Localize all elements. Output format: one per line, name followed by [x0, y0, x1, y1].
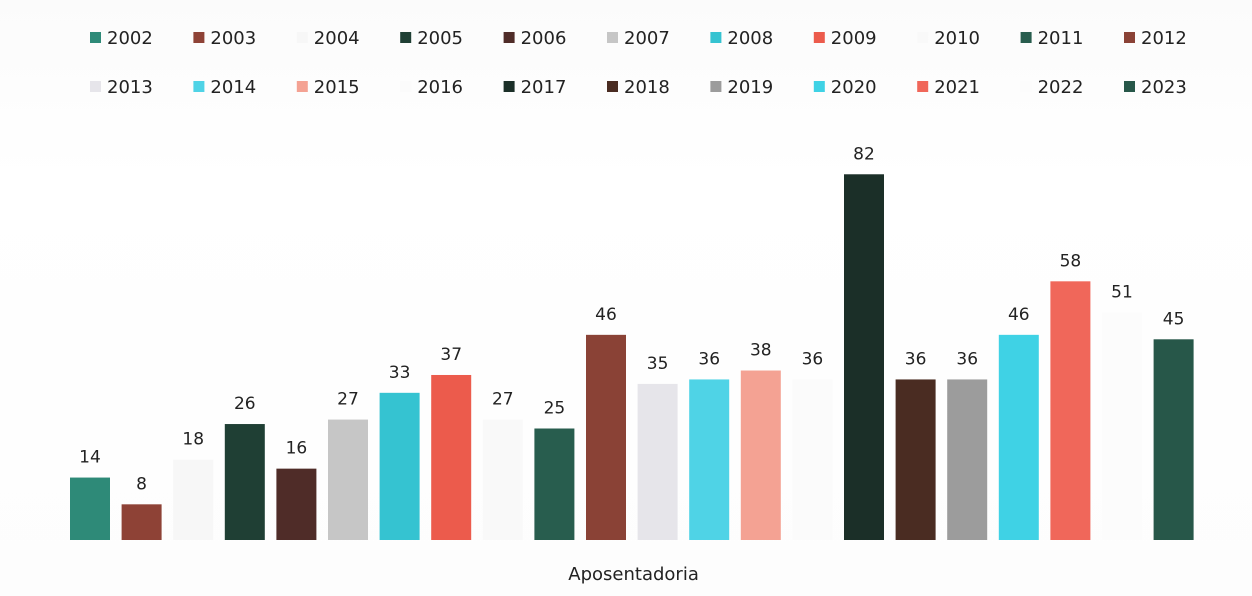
legend-swatch-2019: [710, 81, 722, 92]
legend-swatch-2005: [400, 32, 412, 43]
data-label-2011: 25: [544, 399, 566, 419]
bar-2010: [482, 419, 523, 540]
data-label-2019: 36: [956, 349, 978, 369]
legend-label-2007: 2007: [624, 28, 670, 49]
legend-label-2008: 2008: [727, 28, 773, 49]
bar-2004: [173, 459, 214, 540]
legend-swatch-2022: [1020, 81, 1032, 92]
legend-swatch-2006: [503, 32, 515, 43]
legend-swatch-2015: [296, 81, 308, 92]
bar-2006: [276, 468, 317, 540]
bar-2002: [70, 477, 110, 540]
legend-swatch-2017: [503, 81, 515, 92]
legend-label-2006: 2006: [521, 28, 567, 49]
legend-swatch-2016: [400, 81, 412, 92]
legend-label-2002: 2002: [107, 28, 153, 49]
data-label-2002: 14: [79, 448, 101, 468]
data-label-2008: 33: [389, 363, 411, 383]
data-label-2010: 27: [492, 390, 514, 410]
data-label-2023: 45: [1163, 309, 1185, 329]
legend-label-2003: 2003: [210, 28, 256, 49]
bar-2022: [1102, 312, 1142, 540]
legend-swatch-2003: [193, 32, 205, 43]
data-label-2007: 27: [337, 390, 359, 410]
legend-swatch-2021: [917, 81, 929, 92]
legend-swatch-2007: [607, 32, 618, 43]
legend-label-2017: 2017: [521, 77, 567, 98]
data-label-2009: 37: [440, 345, 462, 365]
bar-2016: [792, 379, 833, 540]
legend-label-2021: 2021: [934, 77, 980, 98]
legend-swatch-2002: [90, 32, 101, 43]
legend-label-2022: 2022: [1038, 77, 1084, 98]
bar-2019: [947, 379, 988, 540]
legend-label-2011: 2011: [1038, 28, 1084, 49]
bar-2013: [637, 383, 678, 540]
legend-label-2020: 2020: [831, 77, 877, 98]
x-category-label: Aposentadoria: [568, 564, 699, 585]
data-label-2004: 18: [182, 430, 204, 450]
bar-2005: [224, 424, 265, 540]
bar-2017: [844, 174, 884, 540]
data-label-2003: 8: [136, 474, 147, 494]
legend-label-2018: 2018: [624, 77, 670, 98]
legend-swatch-2018: [607, 81, 618, 92]
bar-2015: [740, 370, 781, 540]
legend-swatch-2011: [1020, 32, 1032, 43]
bar-2023: [1153, 339, 1194, 540]
data-label-2021: 58: [1060, 251, 1082, 271]
legend-swatch-2023: [1124, 81, 1135, 92]
data-label-2005: 26: [234, 394, 256, 414]
data-label-2013: 35: [647, 354, 669, 374]
bar-2021: [1050, 281, 1091, 540]
bar-2009: [431, 374, 472, 540]
legend-swatch-2020: [813, 81, 825, 92]
bar-2008: [379, 392, 420, 540]
legend-label-2013: 2013: [107, 77, 153, 98]
legend-label-2019: 2019: [727, 77, 773, 98]
legend-label-2014: 2014: [210, 77, 256, 98]
bar-2018: [895, 379, 936, 540]
bar-2011: [534, 428, 575, 540]
plot-area: 14 8 18 26 16 27 33 37 27 25 46 35 36 38 36 82 36 36 46 58 5…: [70, 144, 1194, 540]
legend-swatch-2013: [90, 81, 101, 92]
legend-swatch-2012: [1124, 32, 1135, 43]
data-label-2015: 38: [750, 341, 772, 361]
legend-swatch-2008: [710, 32, 722, 43]
data-label-2016: 36: [802, 349, 824, 369]
data-label-2017: 82: [853, 144, 875, 164]
legend-label-2005: 2005: [417, 28, 463, 49]
legend-swatch-2009: [813, 32, 825, 43]
legend-label-2016: 2016: [417, 77, 463, 98]
legend-swatch-2010: [917, 32, 929, 43]
bar-2014: [689, 379, 730, 540]
legend-swatch-2004: [296, 32, 308, 43]
bar-2020: [998, 334, 1039, 540]
bar-2003: [121, 504, 162, 540]
bar-2007: [328, 419, 368, 540]
legend-swatch-2014: [193, 81, 205, 92]
bar-2012: [586, 334, 626, 540]
data-label-2018: 36: [905, 349, 927, 369]
legend-label-2010: 2010: [934, 28, 980, 49]
legend: 2002 2003 2004 2005 2006 2007 2008 2009 2010 2011…: [90, 28, 1187, 98]
data-label-2012: 46: [595, 305, 617, 325]
legend-label-2004: 2004: [314, 28, 360, 49]
data-label-2014: 36: [698, 349, 720, 369]
legend-label-2012: 2012: [1141, 28, 1187, 49]
data-label-2020: 46: [1008, 305, 1030, 325]
legend-label-2023: 2023: [1141, 77, 1187, 98]
legend-label-2015: 2015: [314, 77, 360, 98]
legend-label-2009: 2009: [831, 28, 877, 49]
x-axis: Aposentadoria: [568, 564, 699, 585]
data-label-2022: 51: [1111, 283, 1133, 303]
data-label-2006: 16: [286, 439, 308, 459]
